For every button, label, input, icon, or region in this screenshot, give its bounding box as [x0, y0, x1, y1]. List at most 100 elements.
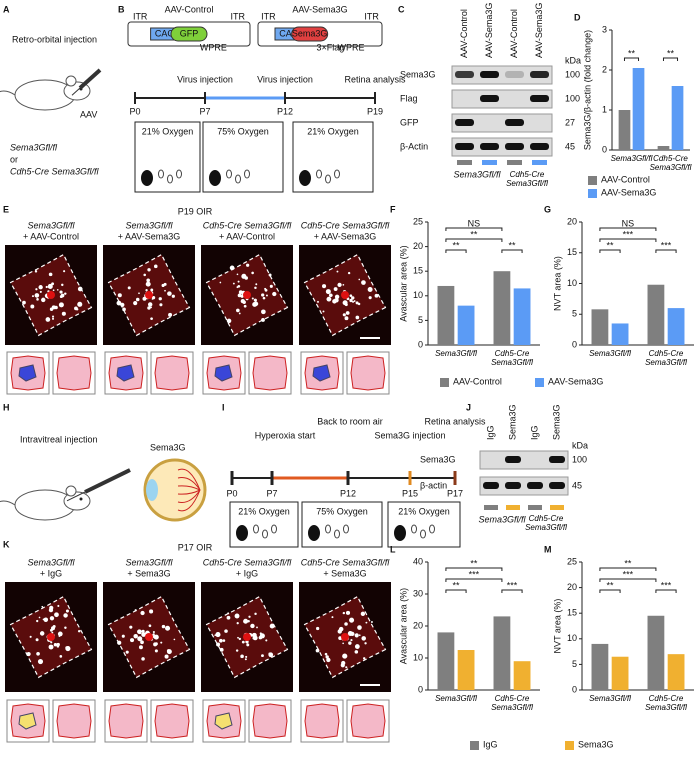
panel-letter: B [118, 4, 125, 14]
vessel-tuft [152, 630, 155, 634]
schema-retina [154, 703, 190, 739]
vessel-tuft [166, 649, 172, 655]
blot-strip [451, 137, 553, 157]
panel-letter: A [3, 4, 10, 14]
blot-band [530, 95, 549, 102]
bar [493, 616, 511, 690]
significance-label: *** [661, 240, 672, 250]
vessel-tuft [65, 646, 71, 652]
vessel-tuft [133, 301, 138, 306]
vessel-tuft [150, 317, 153, 321]
day-label: P17 [447, 488, 463, 498]
vessel-tuft [235, 649, 239, 652]
significance-bracket [445, 578, 503, 582]
lane-key [550, 505, 564, 510]
vessel-tuft [35, 638, 39, 642]
column-label: + Sema3G [323, 568, 366, 578]
vessel-tuft [49, 605, 54, 610]
vessel-tuft [117, 293, 122, 298]
significance-label: ** [470, 558, 478, 568]
significance-label: ** [667, 48, 675, 58]
y-tick-label: 20 [567, 216, 577, 226]
column-label: Sema3Gfl/fl [27, 220, 75, 230]
schema-avascular [18, 364, 37, 382]
bar [513, 288, 531, 345]
y-tick-label: 20 [413, 241, 423, 251]
blot-row-label: Sema3G [400, 69, 436, 79]
kda-label: 100 [565, 69, 580, 79]
group-label: Cdh5-Cre Sema3Gfl/fl [525, 514, 567, 532]
eye-vessel [177, 489, 201, 512]
vessel-tuft [248, 615, 251, 618]
vessel-tuft [345, 666, 348, 669]
blot-row-label: β-actin [420, 480, 447, 490]
significance-label: ** [452, 240, 460, 250]
column-label: + AAV-Sema3G [314, 231, 377, 241]
event-label: Hyperoxia start [255, 430, 316, 440]
vessel-tuft [34, 270, 38, 273]
lane-key [507, 160, 522, 165]
y-tick-label: 0 [602, 144, 607, 154]
vessel-tuft [237, 284, 241, 288]
vessel-tuft [347, 631, 353, 636]
x-tick-label: Cdh5-Cre Sema3Gfl/fl [649, 154, 692, 172]
vessel-tuft [262, 296, 266, 300]
vessel-tuft [141, 629, 145, 633]
kda-label: 45 [565, 141, 575, 151]
construct-part: CAG [279, 28, 299, 38]
vessel-tuft [129, 625, 133, 629]
day-label: P12 [340, 488, 356, 498]
vessel-tuft [349, 294, 353, 297]
x-tick-label: Cdh5-Cre Sema3Gfl/fl [645, 349, 687, 367]
blot-band [530, 143, 549, 150]
vessel-tuft [159, 303, 163, 307]
lane-key [457, 160, 472, 165]
vessel-tuft [367, 286, 373, 292]
vessel-tuft [243, 304, 247, 308]
legend-label: AAV-Control [453, 376, 502, 386]
schema-avascular [312, 364, 331, 382]
column-label: Cdh5-Cre Sema3Gfl/fl [203, 220, 293, 230]
oxygen-label: 75% Oxygen [217, 126, 269, 136]
schema-retina [154, 355, 190, 391]
vessel-tuft [135, 297, 140, 302]
column-label: + AAV-Control [219, 231, 275, 241]
vessel-tuft [269, 284, 273, 288]
column-label: Cdh5-Cre Sema3Gfl/fl [301, 557, 391, 567]
vessel-tuft [34, 293, 40, 298]
vessel-tuft [238, 312, 241, 315]
lane-label: AAV-Control [459, 9, 469, 58]
vessel-tuft [141, 657, 145, 661]
vessel-tuft [242, 300, 246, 305]
vessel-tuft [268, 652, 274, 658]
legend-swatch [470, 741, 479, 750]
x-tick-label: Sema3Gfl/fl [435, 349, 477, 358]
vessel-tuft [58, 635, 61, 638]
bar [618, 110, 631, 150]
mouse-eye [79, 497, 83, 501]
vessel-tuft [57, 604, 60, 607]
vessel-tuft [265, 294, 268, 297]
y-tick-label: 20 [567, 582, 577, 592]
pup [253, 524, 259, 534]
optic-disc [243, 633, 251, 641]
vessel-tuft [133, 633, 138, 639]
vessel-tuft [51, 315, 55, 318]
vessel-tuft [244, 658, 247, 661]
eye-vessel [177, 489, 201, 503]
schema-avascular [18, 712, 37, 730]
vessel-tuft [39, 631, 45, 636]
vessel-tuft [36, 619, 39, 623]
vessel-tuft [152, 633, 155, 636]
vessel-tuft [362, 657, 366, 660]
event-label: Retina analysis [344, 74, 406, 84]
vessel-tuft [251, 271, 254, 275]
significance-bracket [445, 589, 467, 593]
significance-label: *** [507, 580, 518, 590]
vessel-tuft [324, 652, 328, 656]
vessel-tuft [116, 300, 122, 306]
construct-part: WPRE [338, 42, 365, 52]
mouse-ear [65, 75, 77, 87]
vessel-tuft [153, 635, 156, 638]
vessel-tuft [349, 617, 355, 623]
